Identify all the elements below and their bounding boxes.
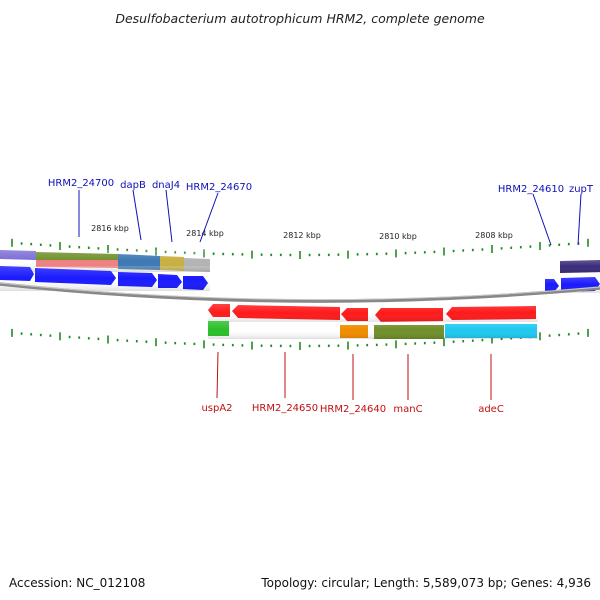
reverse-feature-bars [208, 321, 538, 339]
scale-labels: 2816 kbp 2814 kbp 2812 kbp 2810 kbp 2808… [91, 224, 513, 241]
gene-label-top[interactable]: dnaJ4 [152, 180, 180, 191]
scale-label: 2808 kbp [475, 231, 513, 240]
gene-label-bottom[interactable]: adeC [478, 404, 504, 415]
accession-text: Accession: NC_012108 [9, 576, 145, 590]
scale-label: 2816 kbp [91, 224, 129, 233]
gene-label-bottom[interactable]: HRM2_24640 [320, 404, 386, 415]
gene-label-bottom[interactable]: HRM2_24650 [252, 403, 318, 414]
genome-backbone [0, 282, 600, 303]
inner-tick-row [11, 328, 589, 350]
forward-cds-arrows [0, 266, 600, 293]
scale-label: 2814 kbp [186, 229, 224, 238]
topology-text: Topology: circular; Length: 5,589,073 bp… [260, 576, 591, 590]
bottom-labels: uspA2 HRM2_24650 HRM2_24640 manC adeC [201, 403, 503, 415]
gene-label-bottom[interactable]: manC [393, 404, 422, 415]
scale-label: 2812 kbp [283, 231, 321, 240]
scale-label: 2810 kbp [379, 232, 417, 241]
top-labels: HRM2_24700 dapB dnaJ4 HRM2_24670 HRM2_24… [48, 178, 594, 195]
reverse-cds-arrows [208, 304, 538, 322]
gene-label-top[interactable]: HRM2_24670 [186, 182, 252, 193]
gene-label-top[interactable]: zupT [569, 184, 594, 195]
map-title: Desulfobacterium autotrophicum HRM2, com… [115, 11, 485, 26]
top-leader-lines [78, 189, 582, 246]
bottom-leader-lines [216, 351, 492, 400]
gene-label-top[interactable]: HRM2_24700 [48, 178, 114, 189]
gene-label-bottom[interactable]: uspA2 [201, 403, 232, 414]
gene-label-top[interactable]: dapB [120, 180, 146, 191]
gene-label-top[interactable]: HRM2_24610 [498, 184, 564, 195]
